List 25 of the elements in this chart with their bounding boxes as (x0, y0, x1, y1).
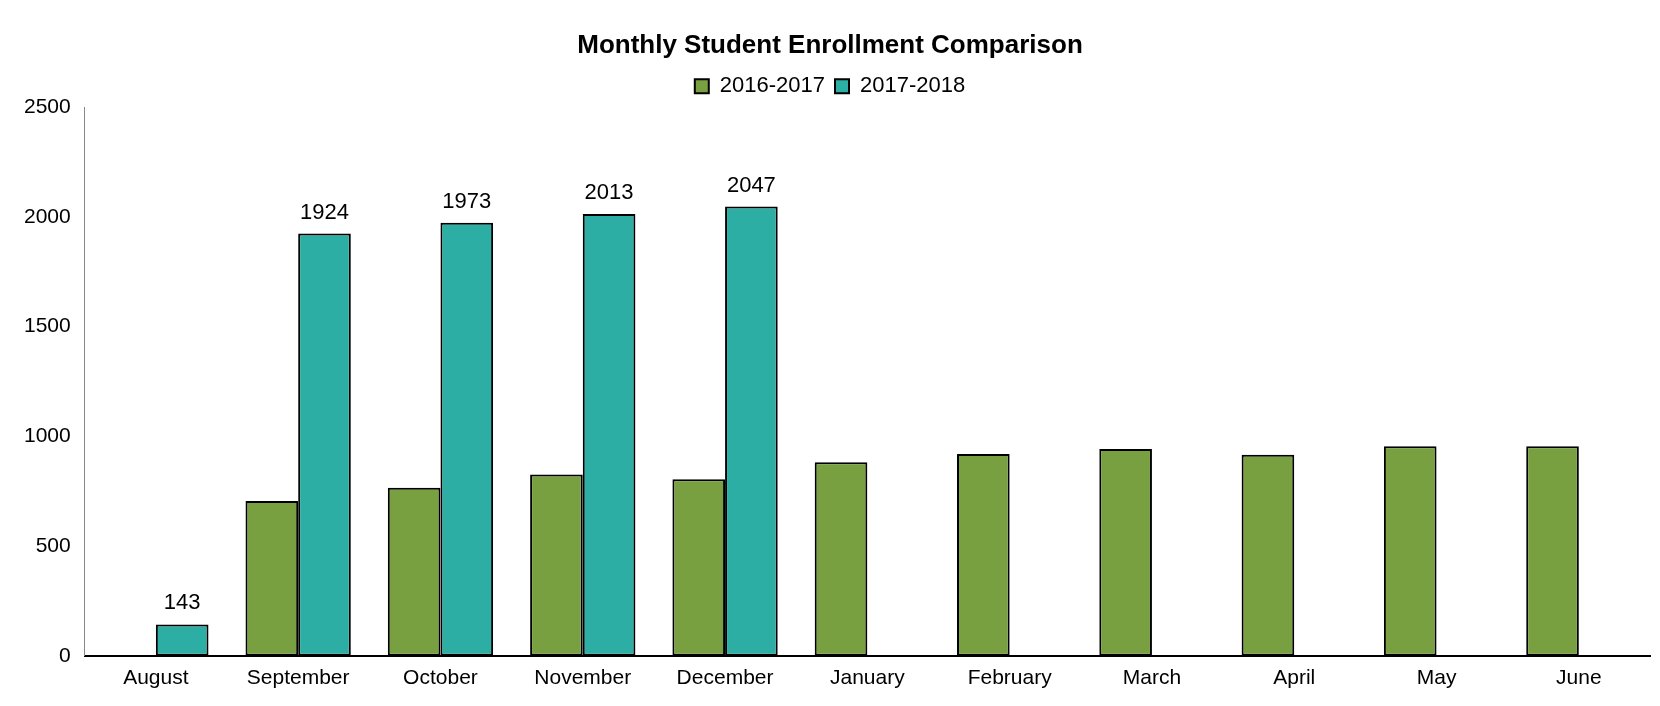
x-tick-label: November (534, 665, 632, 689)
y-tick-label: 2500 (24, 94, 71, 117)
x-tick-label: December (676, 665, 774, 689)
y-tick-label: 1000 (24, 423, 71, 447)
data-label: 2013 (584, 179, 634, 205)
x-tick-label: February (967, 665, 1053, 689)
x-tick-label: August (123, 665, 189, 689)
chart-title: Monthly Student Enrollment Comparison (577, 28, 1083, 59)
y-tick-label: 2000 (24, 203, 71, 227)
legend-label: 2016-2017 (719, 72, 826, 98)
legend-label: 2017-2018 (860, 72, 966, 98)
x-tick-label: January (830, 665, 906, 689)
x-tick-label: October (403, 665, 478, 689)
y-tick-label: 0 (59, 642, 71, 666)
data-label: 2047 (726, 171, 776, 197)
data-label: 1924 (300, 198, 349, 224)
y-tick-label: 500 (35, 532, 71, 556)
x-tick-label: May (1416, 665, 1457, 689)
x-tick-label: March (1122, 665, 1182, 689)
x-tick-label: April (1273, 665, 1316, 689)
x-tick-label: June (1556, 665, 1602, 689)
y-tick-label: 1500 (24, 313, 71, 337)
data-label: 1973 (442, 187, 492, 213)
data-label: 143 (163, 589, 201, 615)
x-tick-label: September (246, 665, 350, 689)
